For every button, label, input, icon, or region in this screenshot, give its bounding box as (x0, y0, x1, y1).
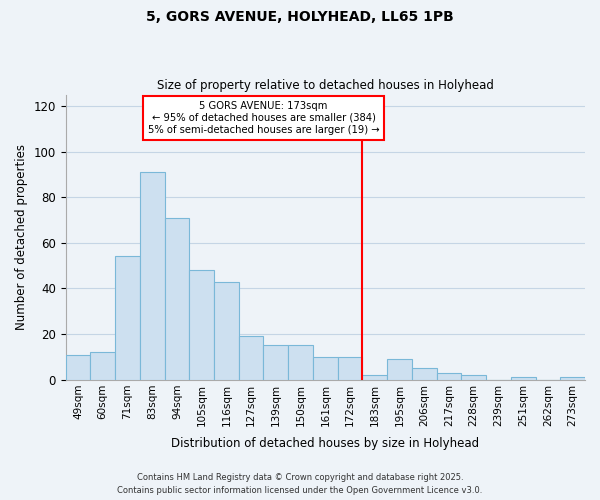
Bar (387, 359, 412, 380)
Bar (115, 256, 140, 380)
Bar (214, 282, 239, 380)
Bar (412, 368, 437, 380)
Bar (164, 218, 190, 380)
Bar (263, 346, 288, 380)
Text: 5, GORS AVENUE, HOLYHEAD, LL65 1PB: 5, GORS AVENUE, HOLYHEAD, LL65 1PB (146, 10, 454, 24)
Title: Size of property relative to detached houses in Holyhead: Size of property relative to detached ho… (157, 79, 494, 92)
Bar (437, 373, 461, 380)
Bar (362, 375, 387, 380)
Bar (461, 375, 486, 380)
Text: 5 GORS AVENUE: 173sqm
← 95% of detached houses are smaller (384)
5% of semi-deta: 5 GORS AVENUE: 173sqm ← 95% of detached … (148, 102, 379, 134)
Bar (239, 336, 263, 380)
Bar (140, 172, 164, 380)
Text: Contains HM Land Registry data © Crown copyright and database right 2025.
Contai: Contains HM Land Registry data © Crown c… (118, 474, 482, 495)
Bar (91, 352, 115, 380)
Bar (560, 378, 585, 380)
Bar (313, 357, 338, 380)
Bar (190, 270, 214, 380)
Bar (65, 354, 91, 380)
Bar (511, 378, 536, 380)
Y-axis label: Number of detached properties: Number of detached properties (15, 144, 28, 330)
Bar (288, 346, 313, 380)
X-axis label: Distribution of detached houses by size in Holyhead: Distribution of detached houses by size … (171, 437, 479, 450)
Bar (338, 357, 362, 380)
